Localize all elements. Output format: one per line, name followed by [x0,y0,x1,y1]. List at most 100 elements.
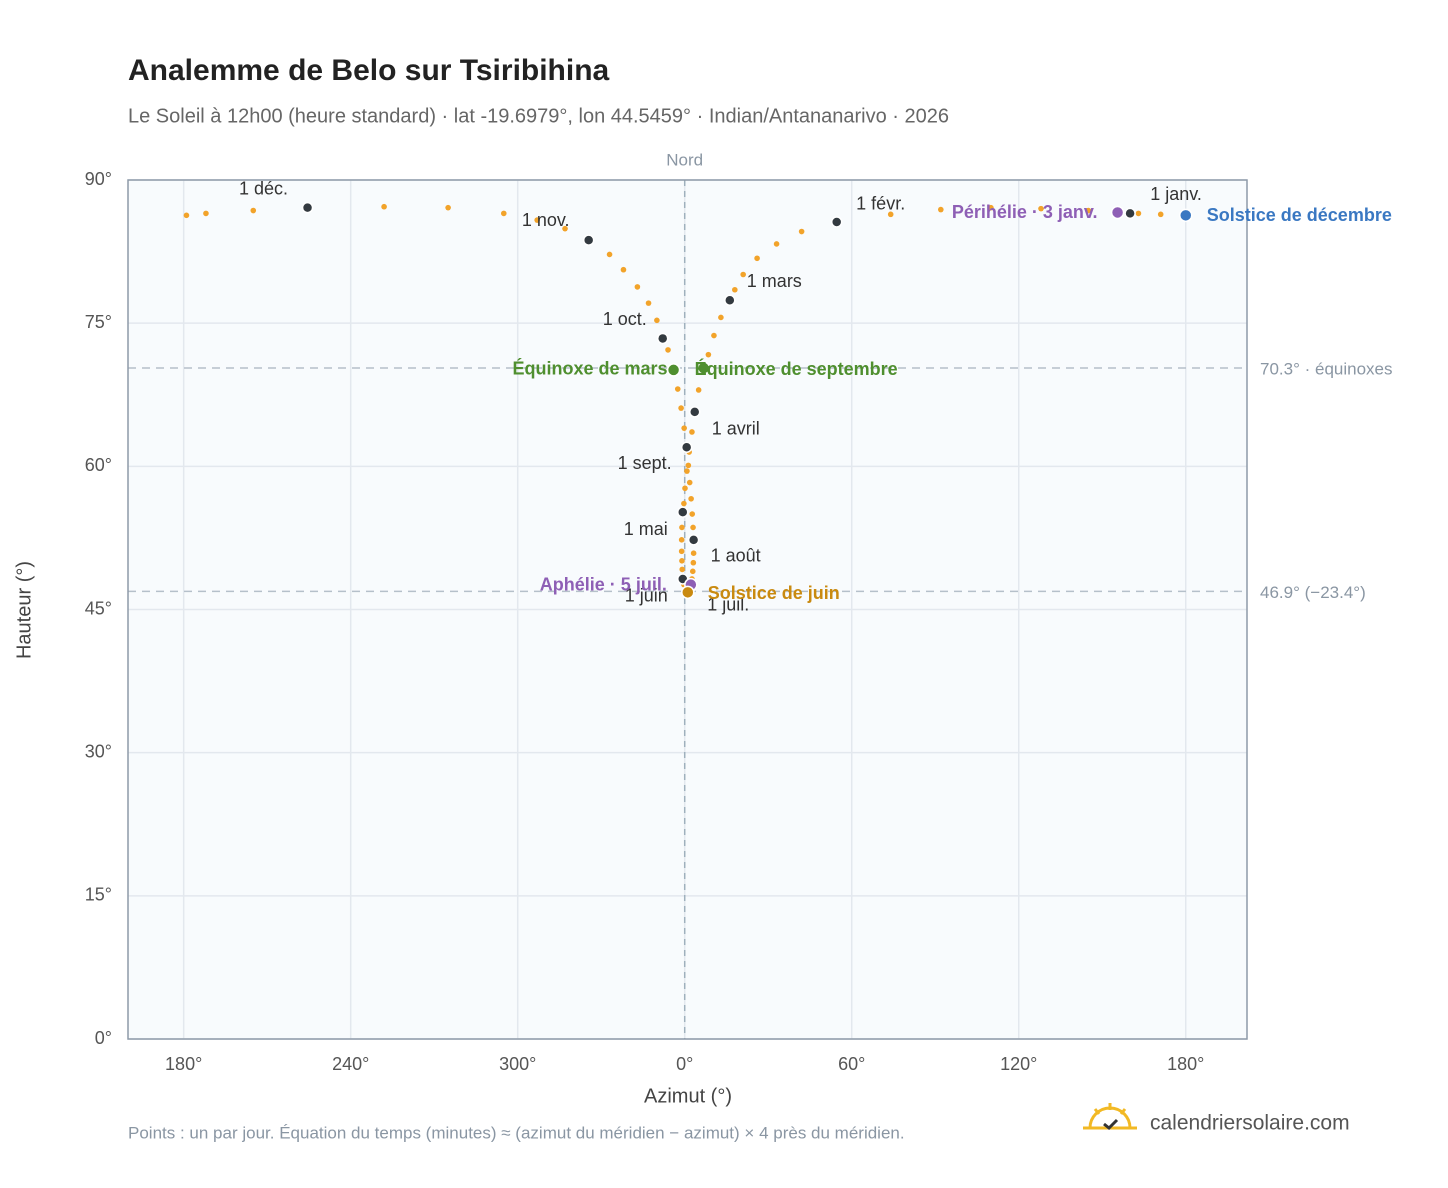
event-label: Équinoxe de septembre [695,358,898,379]
daily-point [690,550,697,556]
reference-label: 70.3° · équinoxes [1260,360,1393,379]
month-marker [1124,207,1136,220]
event-marker [1179,208,1193,223]
daily-point [1135,210,1142,217]
month-label: 1 août [711,546,761,566]
month-label: 1 nov. [522,210,570,230]
y-axis-title: Hauteur (°) [13,561,35,659]
month-marker [656,332,669,345]
daily-point [798,228,805,235]
daily-point [689,511,696,517]
x-tick-label: 180° [1167,1054,1204,1074]
daily-point [620,266,627,273]
month-label: 1 mars [747,271,802,291]
daily-point [732,286,738,293]
daily-point [674,386,681,392]
event-label: Périhélie · 3 janv. [952,202,1098,222]
daily-point [534,217,540,223]
x-tick-label: 300° [499,1054,536,1074]
y-tick-label: 45° [85,598,112,618]
event-marker [666,363,681,377]
daily-point [685,462,692,469]
month-marker [724,294,736,307]
daily-point [740,271,746,278]
y-tick-label: 75° [85,312,112,332]
daily-point [773,241,780,247]
plot-frame [127,179,1248,1040]
daily-point [679,524,685,531]
daily-point [754,255,760,262]
y-tick-label: 0° [95,1028,112,1048]
daily-point [988,204,994,211]
daily-point [445,204,451,211]
month-label: 1 janv. [1150,184,1202,204]
y-tick-label: 60° [85,455,112,475]
daily-point [634,284,641,290]
month-label: 1 déc. [239,178,288,198]
month-label: 1 mai [624,519,668,539]
daily-point [686,479,693,486]
chart-subtitle: Le Soleil à 12h00 (heure standard) · lat… [128,105,949,127]
daily-point [606,251,613,258]
daily-point [711,332,717,339]
daily-point [688,495,694,502]
north-label: Nord [666,150,703,169]
month-marker [680,441,693,453]
month-marker [688,406,701,418]
x-axis-title: Azimut (°) [644,1085,732,1107]
footnote: Points : un par jour. Équation du temps … [128,1123,905,1142]
daily-point [678,548,685,555]
month-label: 1 juin [625,586,668,606]
daily-point [500,210,507,217]
daily-point [665,347,671,353]
daily-point [250,207,257,214]
event-marker [696,361,711,375]
chart-title: Analemme de Belo sur Tsiribihina [128,54,610,87]
event-label: Solstice de décembre [1207,205,1392,225]
daily-point [887,211,894,218]
y-tick-label: 15° [85,885,112,905]
daily-point [718,314,724,321]
x-tick-label: 60° [838,1054,865,1074]
brand-logo [1083,1103,1137,1131]
x-tick-label: 120° [1000,1054,1037,1074]
event-marker [681,585,695,600]
event-marker [1110,205,1125,220]
daily-point [1157,211,1164,218]
daily-point [679,558,685,564]
daily-point [689,568,696,575]
daily-point [203,210,209,217]
daily-point [690,524,696,531]
month-label: 1 sept. [618,453,672,473]
month-label: 1 oct. [603,309,647,329]
reference-label: 46.9° (−23.4°) [1260,583,1366,602]
y-tick-label: 30° [85,741,112,761]
daily-point [681,500,687,507]
month-marker [830,216,843,228]
daily-point [681,425,687,431]
daily-point [695,387,702,393]
x-tick-label: 180° [165,1054,202,1074]
daily-point [678,537,685,543]
brand: calendriersolaire.com [1150,1112,1350,1135]
daily-point [183,212,190,219]
daily-point [645,300,652,306]
event-label: Équinoxe de mars [513,358,668,379]
event-label: Aphélie · 5 juil. [540,574,667,594]
daily-point [705,351,712,358]
month-marker [582,234,595,246]
month-label: 1 févr. [856,194,905,214]
daily-point [562,225,568,232]
month-marker [301,201,314,214]
x-tick-label: 0° [676,1054,693,1074]
daily-point [654,317,660,324]
daily-point [1038,205,1044,212]
daily-point [682,485,688,492]
daily-point [938,206,944,213]
month-label: 1 juil. [707,594,749,614]
month-label: 1 avril [712,419,760,439]
daily-point [678,405,684,411]
daily-point [689,429,695,435]
daily-point [381,203,387,210]
